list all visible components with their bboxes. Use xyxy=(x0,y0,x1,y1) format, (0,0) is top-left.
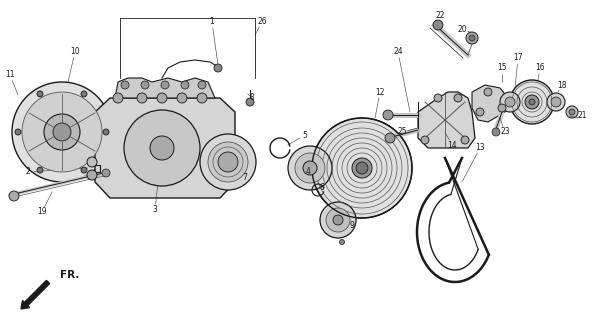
Polygon shape xyxy=(472,85,508,122)
Circle shape xyxy=(87,157,97,167)
Circle shape xyxy=(200,134,256,190)
Circle shape xyxy=(312,118,412,218)
Circle shape xyxy=(12,82,112,182)
Circle shape xyxy=(352,158,372,178)
Circle shape xyxy=(551,97,561,107)
Circle shape xyxy=(197,93,207,103)
Text: 23: 23 xyxy=(500,127,510,137)
Text: 14: 14 xyxy=(447,140,457,149)
Polygon shape xyxy=(95,98,235,198)
Circle shape xyxy=(124,110,200,186)
Circle shape xyxy=(454,94,462,102)
Circle shape xyxy=(121,81,129,89)
Text: 5: 5 xyxy=(302,131,308,140)
Circle shape xyxy=(434,94,442,102)
Text: 8: 8 xyxy=(249,93,254,102)
Circle shape xyxy=(498,104,506,112)
Circle shape xyxy=(15,129,21,135)
Circle shape xyxy=(433,20,443,30)
Circle shape xyxy=(246,98,254,106)
Text: 4: 4 xyxy=(305,167,311,177)
Text: 10: 10 xyxy=(70,47,80,57)
Text: 16: 16 xyxy=(535,63,545,73)
Circle shape xyxy=(53,123,71,141)
Circle shape xyxy=(218,152,238,172)
Text: 24: 24 xyxy=(393,47,403,57)
Circle shape xyxy=(510,80,554,124)
Circle shape xyxy=(81,167,87,173)
Circle shape xyxy=(288,146,332,190)
Circle shape xyxy=(208,142,248,182)
Text: 22: 22 xyxy=(435,11,445,20)
Circle shape xyxy=(137,93,147,103)
Polygon shape xyxy=(115,78,215,98)
Circle shape xyxy=(500,92,520,112)
Circle shape xyxy=(421,136,429,144)
Circle shape xyxy=(214,64,222,72)
Text: 3: 3 xyxy=(153,205,157,214)
Circle shape xyxy=(461,136,469,144)
Circle shape xyxy=(9,191,19,201)
Circle shape xyxy=(484,88,492,96)
Circle shape xyxy=(385,133,395,143)
Circle shape xyxy=(383,110,393,120)
Text: 1: 1 xyxy=(210,18,214,27)
Text: 12: 12 xyxy=(375,87,385,97)
Circle shape xyxy=(303,161,317,175)
Text: 20: 20 xyxy=(457,26,467,35)
Circle shape xyxy=(566,106,578,118)
Circle shape xyxy=(326,208,350,232)
Circle shape xyxy=(102,169,110,177)
Circle shape xyxy=(157,93,167,103)
Text: 9: 9 xyxy=(349,220,355,229)
Circle shape xyxy=(181,81,189,89)
Text: 11: 11 xyxy=(5,70,15,79)
Circle shape xyxy=(87,170,97,180)
Circle shape xyxy=(547,93,565,111)
Text: 2: 2 xyxy=(26,167,30,177)
Circle shape xyxy=(466,32,478,44)
Circle shape xyxy=(37,91,43,97)
Circle shape xyxy=(295,153,325,183)
Circle shape xyxy=(81,91,87,97)
Circle shape xyxy=(141,81,149,89)
Polygon shape xyxy=(418,92,475,148)
Text: 21: 21 xyxy=(577,110,587,119)
Circle shape xyxy=(529,99,535,105)
Circle shape xyxy=(492,128,500,136)
Text: FR.: FR. xyxy=(60,270,80,280)
Circle shape xyxy=(469,35,475,41)
Circle shape xyxy=(333,215,343,225)
Text: 18: 18 xyxy=(557,81,567,90)
Circle shape xyxy=(569,109,575,115)
Text: 26: 26 xyxy=(257,18,267,27)
Circle shape xyxy=(340,239,345,244)
Text: 25: 25 xyxy=(397,127,407,137)
Circle shape xyxy=(356,162,368,174)
Circle shape xyxy=(44,114,80,150)
Text: 17: 17 xyxy=(513,53,523,62)
Circle shape xyxy=(320,202,356,238)
Text: 13: 13 xyxy=(475,143,485,153)
Circle shape xyxy=(177,93,187,103)
Circle shape xyxy=(525,95,539,109)
Text: 7: 7 xyxy=(242,173,248,182)
Text: 15: 15 xyxy=(497,63,507,73)
Circle shape xyxy=(505,97,515,107)
FancyArrow shape xyxy=(21,280,49,309)
Circle shape xyxy=(198,81,206,89)
Circle shape xyxy=(150,136,174,160)
Circle shape xyxy=(476,108,484,116)
Text: 6: 6 xyxy=(320,183,324,193)
Circle shape xyxy=(113,93,123,103)
Circle shape xyxy=(103,129,109,135)
Circle shape xyxy=(22,92,102,172)
Text: 19: 19 xyxy=(37,207,47,217)
Circle shape xyxy=(37,167,43,173)
Circle shape xyxy=(161,81,169,89)
